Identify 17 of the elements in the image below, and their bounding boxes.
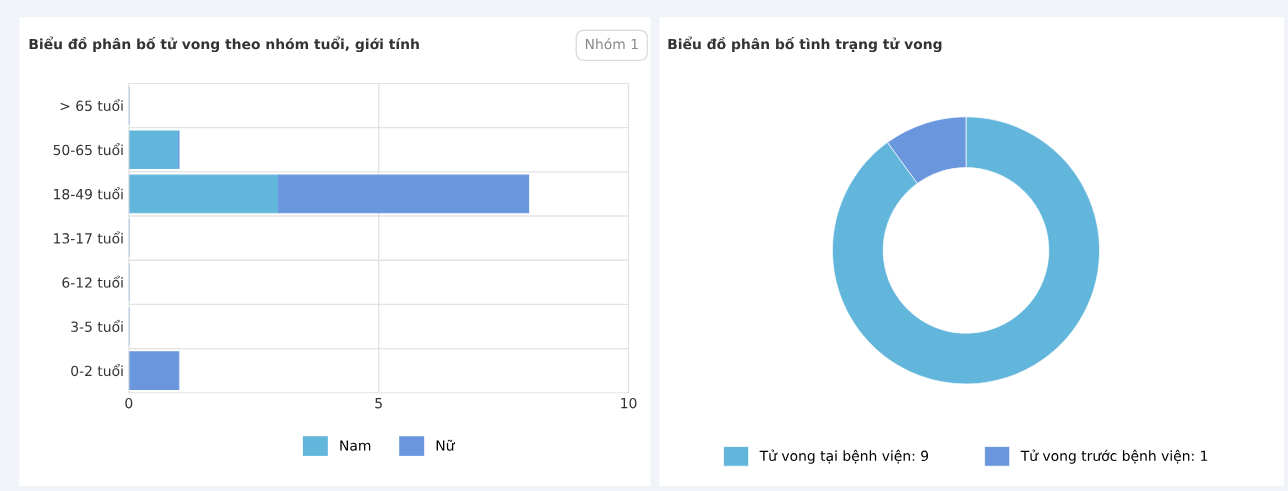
text: Nhóm 1 <box>585 37 638 50</box>
x-tick-label: 10 <box>621 397 637 409</box>
y-tick-label: 0-2 tuổi <box>71 364 123 377</box>
chart-title: Biểu đồ phân bố tình trạng tử vong <box>668 36 942 53</box>
y-tick-label: 18-49 tuổi <box>54 187 123 200</box>
legend-label: Nữ <box>436 439 456 451</box>
x-tick-label: 0 <box>125 397 133 409</box>
y-tick-label: 6-12 tuổi <box>62 275 123 288</box>
legend-label: Nam <box>340 440 371 451</box>
y-tick-label: 50-65 tuổi <box>53 143 123 156</box>
chart-title: Biểu đồ phân bố tử vong theo nhóm tuổi, giới tính <box>29 36 419 53</box>
y-tick-label: 13-17 tuổi <box>54 231 123 244</box>
y-tick-label: > 65 tuổi <box>60 98 123 112</box>
y-tick-label: 3-5 tuổi <box>71 319 123 332</box>
legend-label: Tử vong trước bệnh viện: 1 <box>1020 449 1208 464</box>
legend-label: Tử vong tại bệnh viện: 9 <box>759 449 929 464</box>
x-tick-label: 5 <box>375 398 382 409</box>
